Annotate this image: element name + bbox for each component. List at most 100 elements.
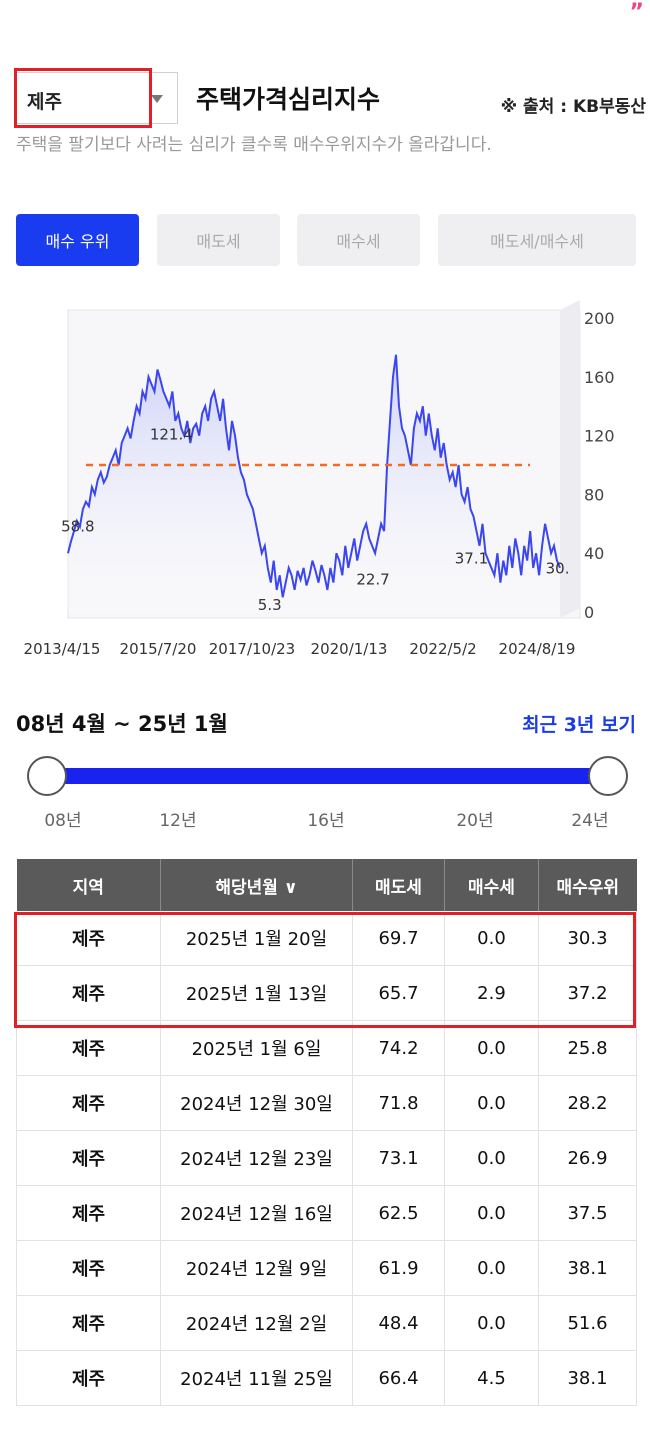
region-select-value: 제주 [27,91,62,113]
series-line [67,354,561,598]
table-header-row: 지역 해당년월 ∨ 매도세 매수세 매수우위 [16,859,637,911]
cell-buy: 4.5 [444,1350,539,1406]
data-label: 121.4 [150,426,193,444]
x-tick-label: 2015/7/20 [120,640,197,658]
table-row: 제주 2025년 1월 6일 74.2 0.0 25.8 [16,1020,637,1076]
slider-handle-start[interactable] [27,756,67,796]
tab-sell-buy[interactable]: 매도세/매수세 [438,214,636,266]
tab-sell[interactable]: 매도세 [157,214,280,266]
x-tick-label: 2020/1/13 [311,640,388,658]
cell-sell: 61.9 [352,1240,445,1296]
series-area [68,354,560,612]
data-label: 37.1 [455,549,488,567]
cell-region: 제주 [16,1020,161,1076]
cell-region: 제주 [16,965,161,1021]
cell-date: 2024년 12월 9일 [160,1240,353,1296]
slider-label: 20년 [456,811,494,831]
table-row: 제주 2024년 12월 16일 62.5 0.0 37.5 [16,1185,637,1241]
cell-region: 제주 [16,1240,161,1296]
table-row: 제주 2024년 12월 30일 71.8 0.0 28.2 [16,1075,637,1131]
tab-buy[interactable]: 매수세 [297,214,420,266]
cell-buy-dominance: 37.2 [538,965,637,1021]
cell-sell: 69.7 [352,911,445,966]
cell-buy: 0.0 [444,1020,539,1076]
cell-date: 2024년 12월 2일 [160,1295,353,1351]
y-tick-label: 200 [584,309,615,328]
table-row: 제주 2024년 11월 25일 66.4 4.5 38.1 [16,1350,637,1406]
cell-region: 제주 [16,1130,161,1186]
table-row: 제주 2024년 12월 2일 48.4 0.0 51.6 [16,1295,637,1351]
col-header-region: 지역 [16,859,161,911]
slider-label: 08년 [44,811,82,831]
x-tick-label: 2022/5/2 [409,640,476,658]
range-title: 08년 4월 ~ 25년 1월 [16,712,228,736]
y-tick-label: 0 [584,603,594,622]
cell-buy: 0.0 [444,1130,539,1186]
cell-buy-dominance: 25.8 [538,1020,637,1076]
cell-sell: 74.2 [352,1020,445,1076]
x-tick-label: 2013/4/15 [24,640,101,658]
price-sentiment-chart: 200 160 120 80 40 0 2013/4/15 2015/7/20 2017/10/… [24,300,615,658]
table-row: 제주 2024년 12월 9일 61.9 0.0 38.1 [16,1240,637,1296]
year-range-slider-track[interactable] [46,768,608,784]
cell-buy: 0.0 [444,1185,539,1241]
table-row: 제주 2024년 12월 23일 73.1 0.0 26.9 [16,1130,637,1186]
data-label: 58.8 [61,518,94,536]
cell-buy-dominance: 38.1 [538,1350,637,1406]
cell-buy: 0.0 [444,1240,539,1296]
cell-buy: 0.0 [444,1075,539,1131]
page-title: 주택가격심리지수 [196,85,381,114]
cell-buy: 0.0 [444,911,539,966]
cell-sell: 62.5 [352,1185,445,1241]
chevron-down-icon [151,95,163,103]
slider-label: 24년 [571,811,609,831]
cell-region: 제주 [16,1350,161,1406]
y-tick-label: 40 [584,544,604,563]
cell-date: 2025년 1월 13일 [160,965,353,1021]
slider-handle-end[interactable] [588,756,628,796]
col-header-sell: 매도세 [352,859,445,911]
data-label: 5.3 [258,596,282,614]
cell-buy-dominance: 26.9 [538,1130,637,1186]
cell-date: 2025년 1월 6일 [160,1020,353,1076]
description-text: 주택을 팔기보다 사려는 심리가 클수록 매수우위지수가 올라갑니다. [16,135,492,155]
cell-sell: 65.7 [352,965,445,1021]
cell-buy-dominance: 28.2 [538,1075,637,1131]
region-highlight-box [14,68,152,128]
y-tick-label: 120 [584,427,615,446]
data-table: 지역 해당년월 ∨ 매도세 매수세 매수우위 제주 2025년 1월 20일 69.… [16,859,637,1406]
cell-buy: 0.0 [444,1295,539,1351]
y-tick-label: 160 [584,368,615,387]
table-row: 제주 2025년 1월 20일 69.7 0.0 30.3 [16,911,637,966]
rows-highlight-box [14,912,636,1028]
cell-date: 2024년 12월 23일 [160,1130,353,1186]
cell-buy-dominance: 51.6 [538,1295,637,1351]
cell-buy-dominance: 30.3 [538,911,637,966]
recent-3-years-link[interactable]: 최근 3년 보기 [522,714,636,736]
slider-label: 16년 [307,811,345,831]
quote-mark-decoration: ” [629,0,644,25]
cell-date: 2024년 12월 16일 [160,1185,353,1241]
cell-date: 2024년 12월 30일 [160,1075,353,1131]
col-header-buy: 매수세 [444,859,539,911]
x-tick-label: 2024/8/19 [499,640,576,658]
cell-sell: 71.8 [352,1075,445,1131]
slider-label: 12년 [159,811,197,831]
cell-sell: 66.4 [352,1350,445,1406]
x-tick-label: 2017/10/23 [209,640,295,658]
col-header-date-sort[interactable]: 해당년월 ∨ [160,859,353,911]
data-label: 22.7 [356,571,389,589]
cell-date: 2025년 1월 20일 [160,911,353,966]
cell-sell: 73.1 [352,1130,445,1186]
y-tick-label: 80 [584,485,604,504]
tab-buy-dominance[interactable]: 매수 우위 [16,214,139,266]
cell-buy: 2.9 [444,965,539,1021]
cell-region: 제주 [16,1185,161,1241]
data-label: 30. [546,559,570,577]
cell-date: 2024년 11월 25일 [160,1350,353,1406]
cell-buy-dominance: 38.1 [538,1240,637,1296]
cell-region: 제주 [16,911,161,966]
cell-sell: 48.4 [352,1295,445,1351]
col-header-buy-dominance: 매수우위 [538,859,637,911]
source-label: ※ 출처 : KB부동산 [500,97,646,117]
